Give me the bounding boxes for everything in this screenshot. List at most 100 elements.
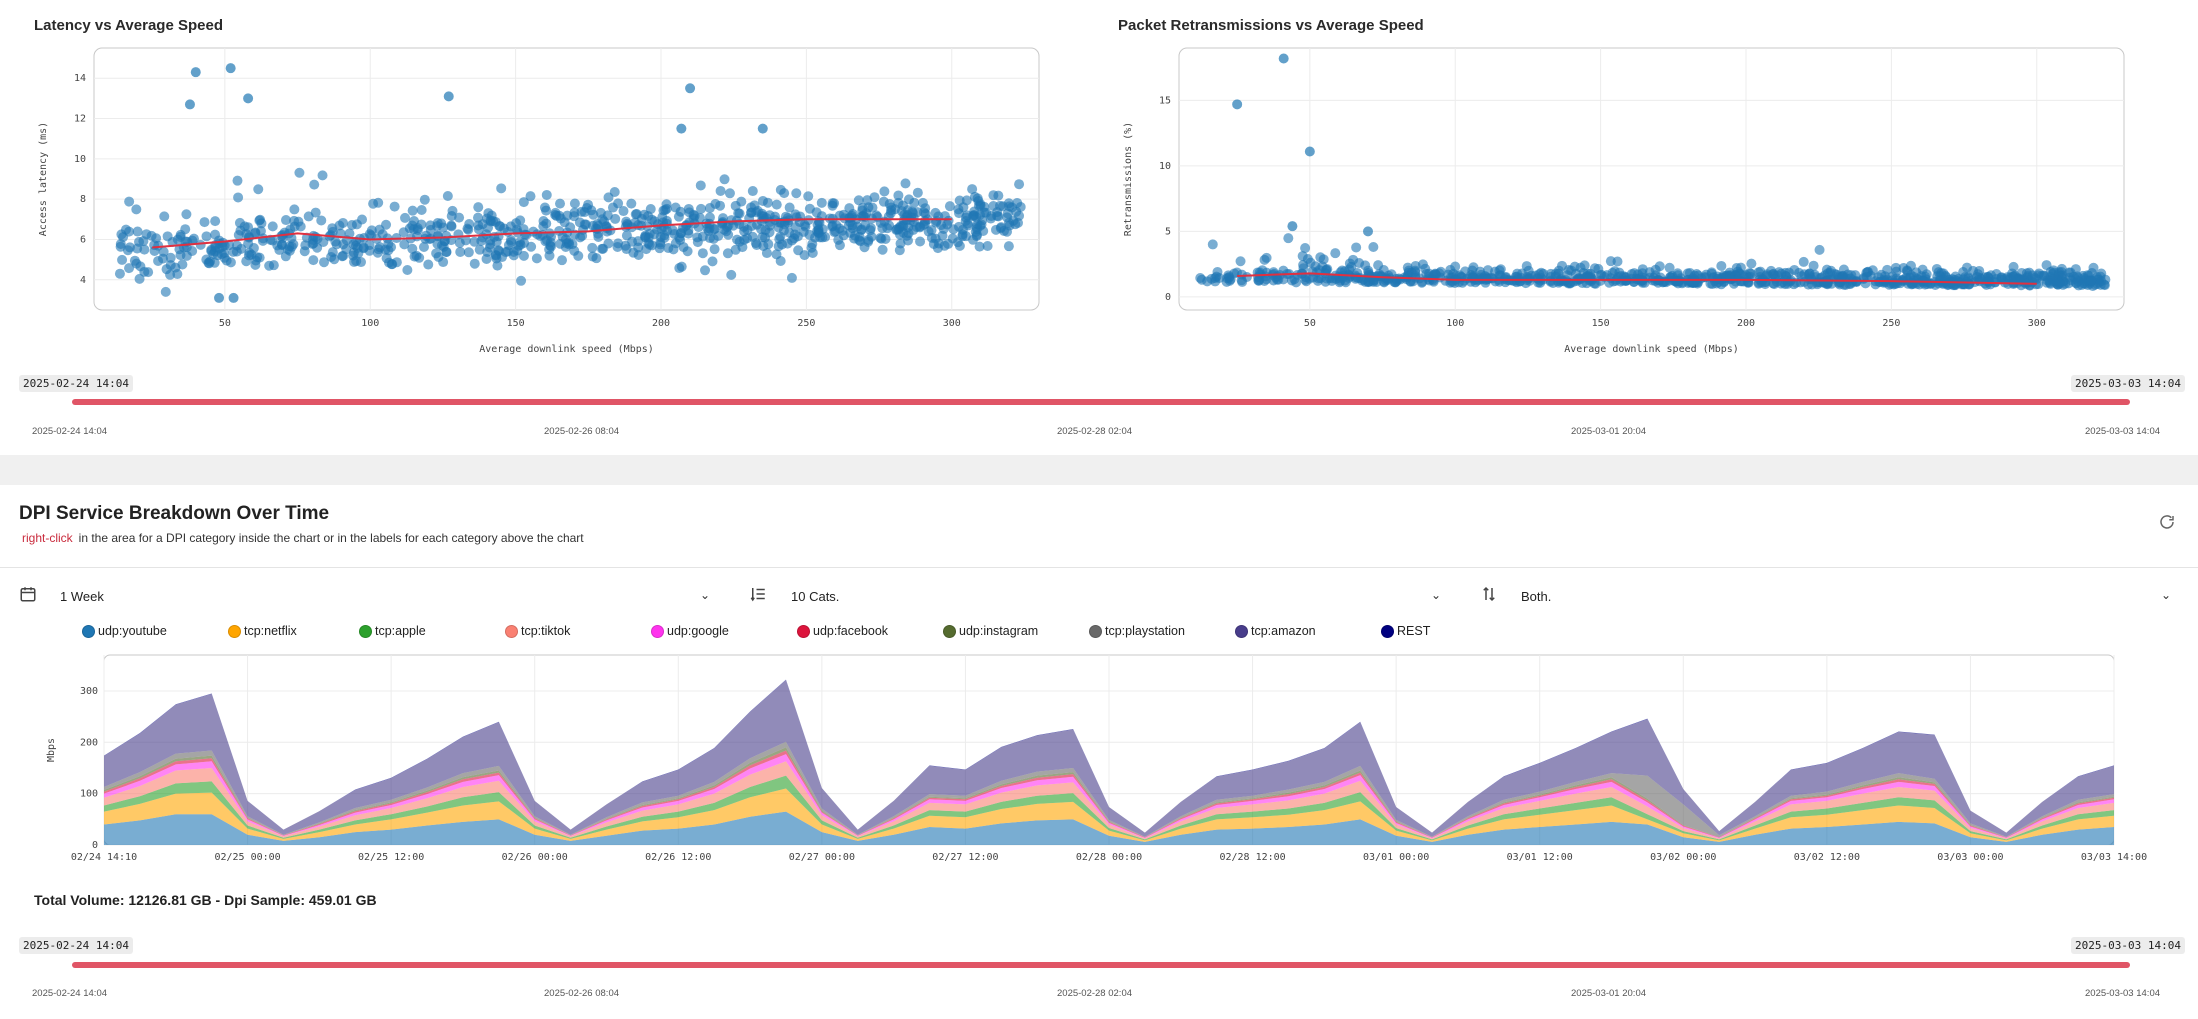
scatter-point (132, 226, 143, 237)
scatter-point (953, 204, 964, 215)
latency-scatter-chart[interactable]: 50 100 150 200 250 300 4 6 8 10 12 14 Average downli… (20, 40, 1050, 360)
scatter-point (153, 255, 164, 266)
scatter-point (446, 211, 457, 222)
legend-item-tcp-apple[interactable]: tcp:apple (359, 624, 505, 638)
time-range-slider[interactable] (72, 962, 2130, 968)
legend-item-REST[interactable]: REST (1381, 624, 1441, 638)
scatter-point (114, 268, 125, 279)
legend-label: REST (1397, 624, 1431, 638)
x-tick-label: 250 (797, 318, 815, 329)
legend-color-swatch (228, 624, 241, 638)
scatter-point (490, 250, 501, 261)
dpi-area-chart[interactable]: 02/24 14:10 02/25 00:00 02/25 12:00 02/26 0… (40, 650, 2160, 872)
scatter-point (1631, 273, 1642, 284)
scatter-point (752, 205, 763, 216)
legend-color-swatch (82, 624, 95, 638)
scatter-point (591, 253, 602, 264)
legend-item-udp-instagram[interactable]: udp:instagram (943, 624, 1089, 638)
legend-item-udp-youtube[interactable]: udp:youtube (82, 624, 228, 638)
scatter-point (1833, 271, 1844, 282)
dpi-legend: udp:youtube tcp:netflix tcp:apple tcp:tikto… (82, 624, 1441, 638)
scatter-point (971, 224, 982, 235)
x-tick-label: 250 (1882, 318, 1900, 329)
scatter-point (954, 240, 965, 251)
scatter-point (210, 216, 221, 227)
scatter-point (356, 257, 367, 268)
scatter-point (906, 212, 917, 223)
scatter-point (233, 192, 244, 203)
scatter-point (1003, 217, 1014, 228)
scatter-point (704, 203, 715, 214)
legend-item-tcp-amazon[interactable]: tcp:amazon (1235, 624, 1381, 638)
scatter-point (1300, 274, 1311, 285)
scatter-point (500, 247, 511, 258)
scatter-point (694, 212, 705, 223)
retrans-chart-title: Packet Retransmissions vs Average Speed (1118, 17, 1424, 34)
scatter-point (334, 220, 345, 231)
scatter-point (399, 239, 410, 250)
time-range-slider[interactable] (72, 399, 2130, 405)
scatter-point (877, 244, 888, 255)
scatter-point (817, 232, 828, 243)
direction-select[interactable]: Both. ⌄ (1521, 585, 2171, 607)
legend-label: tcp:amazon (1251, 624, 1316, 638)
scatter-point (898, 227, 909, 238)
period-select[interactable]: 1 Week ⌄ (60, 585, 710, 607)
scatter-point (865, 225, 876, 236)
scatter-point (1789, 264, 1800, 275)
outlier-point (243, 93, 254, 104)
range-tick: 2025-02-24 14:04 (32, 988, 108, 999)
scatter-point (639, 209, 650, 220)
x-tick-label: 02/28 00:00 (1076, 852, 1142, 863)
scatter-point (131, 204, 142, 215)
scatter-point (400, 212, 411, 223)
legend-item-tcp-netflix[interactable]: tcp:netflix (228, 624, 359, 638)
scatter-point (206, 246, 217, 257)
retrans-scatter-chart[interactable]: 50 100 150 200 250 300 0 5 10 15 Average downlink … (1105, 40, 2135, 360)
scatter-point (386, 259, 397, 270)
scatter-point (538, 216, 549, 227)
y-tick-label: 100 (80, 789, 98, 800)
x-tick-label: 50 (1304, 318, 1316, 329)
scatter-point (1350, 272, 1361, 283)
area-series-tcp-apple (104, 775, 2114, 841)
scatter-point (209, 257, 220, 268)
scatter-point (232, 175, 243, 186)
scatter-point (737, 242, 748, 253)
scatter-point (1344, 258, 1355, 269)
scatter-point (2048, 276, 2059, 287)
scatter-point (327, 247, 338, 258)
categories-select[interactable]: 10 Cats. ⌄ (791, 585, 1441, 607)
scatter-point (541, 189, 552, 200)
scatter-point (957, 231, 968, 242)
scatter-point (1716, 260, 1727, 271)
refresh-icon[interactable] (2158, 513, 2176, 531)
legend-item-udp-google[interactable]: udp:google (651, 624, 797, 638)
scatter-point (300, 240, 311, 251)
scatter-point (1735, 262, 1746, 273)
scatter-point (172, 269, 183, 280)
scatter-point (1834, 279, 1845, 290)
legend-item-udp-facebook[interactable]: udp:facebook (797, 624, 943, 638)
legend-item-tcp-playstation[interactable]: tcp:playstation (1089, 624, 1235, 638)
range-tick: 2025-02-26 08:04 (544, 426, 620, 437)
trend-line (1237, 272, 2037, 285)
legend-item-tcp-tiktok[interactable]: tcp:tiktok (505, 624, 651, 638)
scatter-point (1791, 277, 1802, 288)
scatter-point (1959, 279, 1970, 290)
scatter-point (834, 240, 845, 251)
scatter-point (1314, 265, 1325, 276)
scatter-point (855, 236, 866, 247)
scatter-point (586, 205, 597, 216)
legend-color-swatch (1381, 624, 1394, 638)
scatter-point (160, 286, 171, 297)
scatter-point (310, 207, 321, 218)
scatter-point (1253, 275, 1264, 286)
scatter-point (454, 237, 465, 248)
scatter-point (1563, 264, 1574, 275)
scatter-point (803, 191, 814, 202)
legend-color-swatch (1089, 624, 1102, 638)
x-tick-label: 03/02 12:00 (1794, 852, 1860, 863)
scatter-point (495, 221, 506, 232)
scatter-point (258, 233, 269, 244)
